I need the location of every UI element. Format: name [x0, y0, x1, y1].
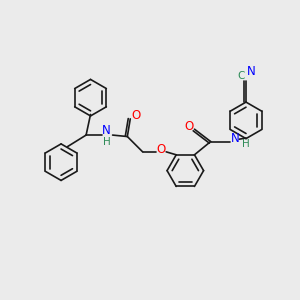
Text: H: H	[242, 139, 250, 149]
Text: N: N	[102, 124, 111, 137]
Text: N: N	[247, 65, 256, 78]
Text: O: O	[157, 143, 166, 156]
Text: C: C	[237, 70, 244, 81]
Text: O: O	[185, 120, 194, 133]
Text: O: O	[131, 109, 141, 122]
Text: H: H	[103, 136, 111, 147]
Text: N: N	[231, 131, 239, 145]
